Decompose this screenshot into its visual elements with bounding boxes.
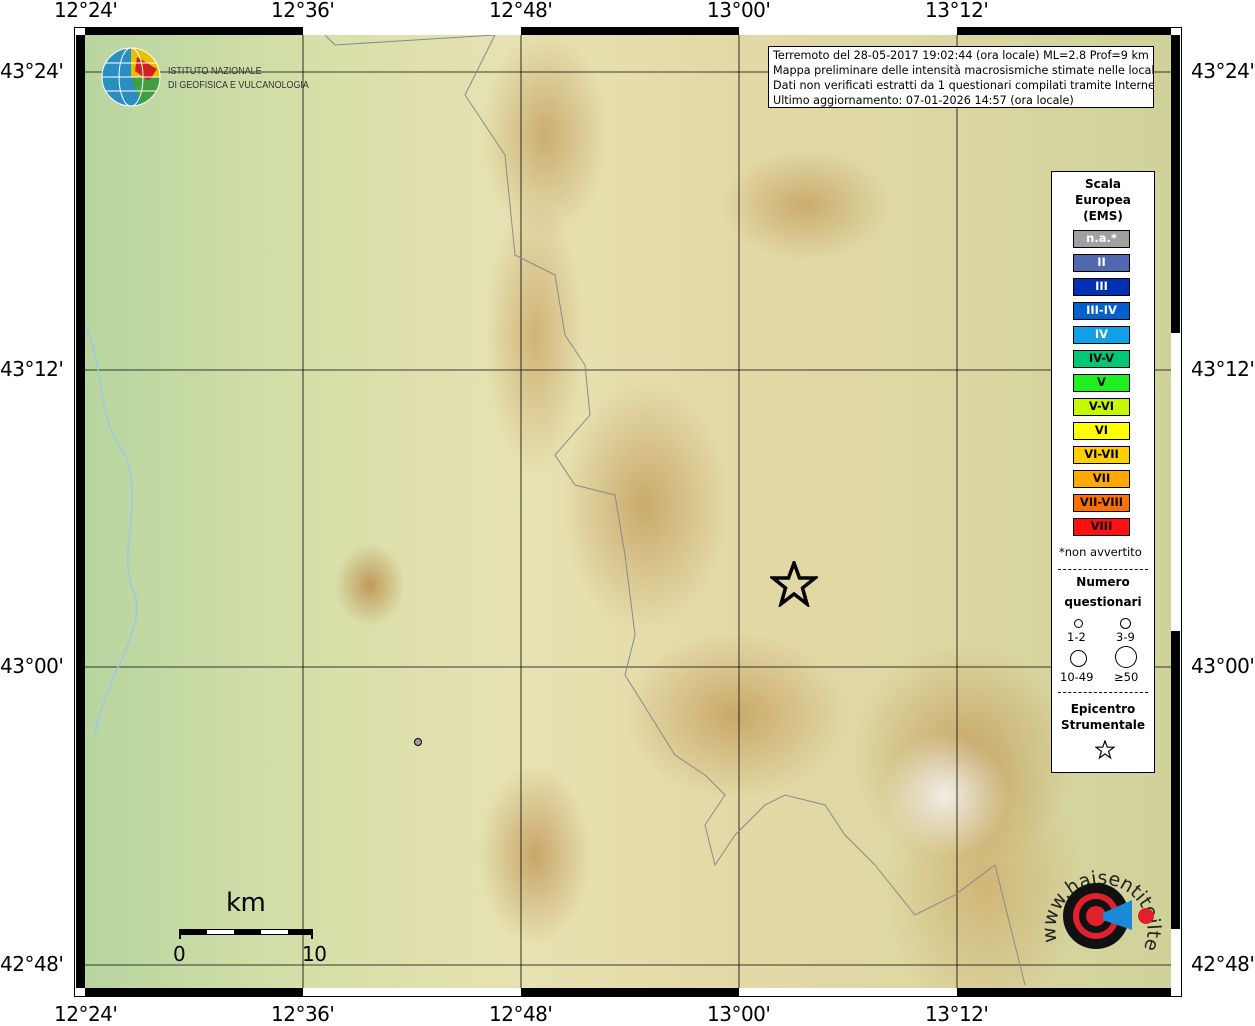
graticule — [85, 35, 1171, 988]
lat-label-right: 43°00' — [1191, 654, 1255, 678]
lon-label-top: 12°36' — [271, 0, 335, 22]
haisentito-logo-icon[interactable]: www.haisentitoilterremoto.it — [1035, 850, 1165, 980]
frame-ticks-right — [1171, 35, 1180, 988]
lon-label-top: 12°48' — [489, 0, 553, 22]
legend-title: (EMS) — [1083, 209, 1123, 223]
event-info-line: Ultimo aggiornamento: 07-01-2026 14:57 (… — [773, 94, 1074, 107]
lat-label-right: 43°12' — [1191, 357, 1255, 381]
intensity-swatch: V-VI — [1073, 398, 1130, 416]
ingv-logo-text: ISTITUTO NAZIONALE DI GEOFISICA E VULCAN… — [168, 64, 309, 92]
lat-label-right: 43°24' — [1191, 59, 1255, 83]
frame-ticks-left — [76, 35, 85, 988]
legend-star-icon — [1095, 740, 1115, 760]
epicenter-title: Strumentale — [1060, 718, 1146, 732]
legend-note: *non avvertito — [1059, 545, 1142, 559]
lon-label-bottom: 13°12' — [925, 1002, 989, 1026]
event-info-line: Mappa preliminare delle intensità macros… — [773, 64, 1154, 77]
scale-max: 10 — [302, 942, 327, 966]
intensity-swatch: IV — [1073, 326, 1130, 344]
count-label: 1-2 — [1067, 630, 1086, 644]
intensity-swatch: V — [1073, 374, 1130, 392]
lat-label-left: 42°48' — [0, 952, 64, 976]
frame-ticks-top — [85, 27, 1171, 35]
scale-bar-graphic — [179, 929, 313, 935]
questionnaire-point[interactable] — [414, 738, 422, 746]
logo-line1: ISTITUTO NAZIONALE — [168, 65, 262, 77]
lon-label-bottom: 12°36' — [271, 1002, 335, 1026]
regional-border — [324, 35, 1026, 986]
scale-min: 0 — [173, 942, 186, 966]
legend-title: Europea — [1075, 193, 1131, 207]
event-info-box: Terremoto del 28-05-2017 19:02:44 (ora l… — [768, 46, 1154, 108]
count-label: ≥50 — [1114, 670, 1139, 684]
scale-tick — [311, 929, 313, 939]
scale-unit: km — [226, 888, 266, 918]
scale-tick — [179, 929, 181, 939]
intensity-swatch: III — [1073, 278, 1130, 296]
legend-divider — [1058, 569, 1148, 570]
legend-title: Scala — [1084, 177, 1122, 191]
intensity-swatch: VII — [1073, 470, 1130, 488]
lat-label-left: 43°24' — [0, 59, 64, 83]
map-overlay — [85, 35, 1171, 988]
lat-label-left: 43°12' — [0, 357, 64, 381]
intensity-swatch: VI — [1073, 422, 1130, 440]
lon-label-bottom: 12°24' — [54, 1002, 118, 1026]
intensity-legend: Scala Europea (EMS) n.a.* II III III-IV IV IV… — [1051, 171, 1155, 773]
lat-label-left: 43°00' — [0, 654, 64, 678]
event-info-line: Dati non verificati estratti da 1 questi… — [773, 79, 1154, 92]
intensity-swatch: IV-V — [1073, 350, 1130, 368]
count-circle-medium-small — [1120, 618, 1131, 629]
intensity-swatch: VI-VII — [1073, 446, 1130, 464]
count-title: questionari — [1064, 595, 1142, 609]
intensity-swatch: VII-VIII — [1073, 494, 1130, 512]
river — [85, 324, 138, 736]
epicenter-title: Epicentro — [1070, 702, 1136, 716]
intensity-swatch: n.a.* — [1073, 230, 1130, 248]
ingv-logo-icon — [101, 47, 161, 107]
count-circle-large — [1115, 646, 1137, 668]
lon-label-top: 13°12' — [925, 0, 989, 22]
count-circle-small — [1074, 619, 1083, 628]
intensity-swatch: II — [1073, 254, 1130, 272]
count-title: Numero — [1076, 575, 1130, 589]
lat-label-right: 42°48' — [1191, 952, 1255, 976]
frame-ticks-bottom — [85, 988, 1171, 996]
intensity-swatch: VIII — [1073, 518, 1130, 536]
lon-label-top: 13°00' — [707, 0, 771, 22]
lon-label-top: 12°24' — [54, 0, 118, 22]
lon-label-bottom: 12°48' — [489, 1002, 553, 1026]
epicenter-star-icon[interactable] — [770, 561, 818, 607]
count-circle-medium — [1070, 650, 1087, 667]
count-label: 10-49 — [1060, 670, 1094, 684]
lon-label-bottom: 13°00' — [707, 1002, 771, 1026]
logo-line2: DI GEOFISICA E VULCANOLOGIA — [168, 79, 309, 91]
count-label: 3-9 — [1116, 630, 1135, 644]
terrain-map[interactable] — [85, 35, 1171, 988]
intensity-swatch: III-IV — [1073, 302, 1130, 320]
legend-divider — [1058, 692, 1148, 693]
event-info-line: Terremoto del 28-05-2017 19:02:44 (ora l… — [773, 49, 1149, 62]
